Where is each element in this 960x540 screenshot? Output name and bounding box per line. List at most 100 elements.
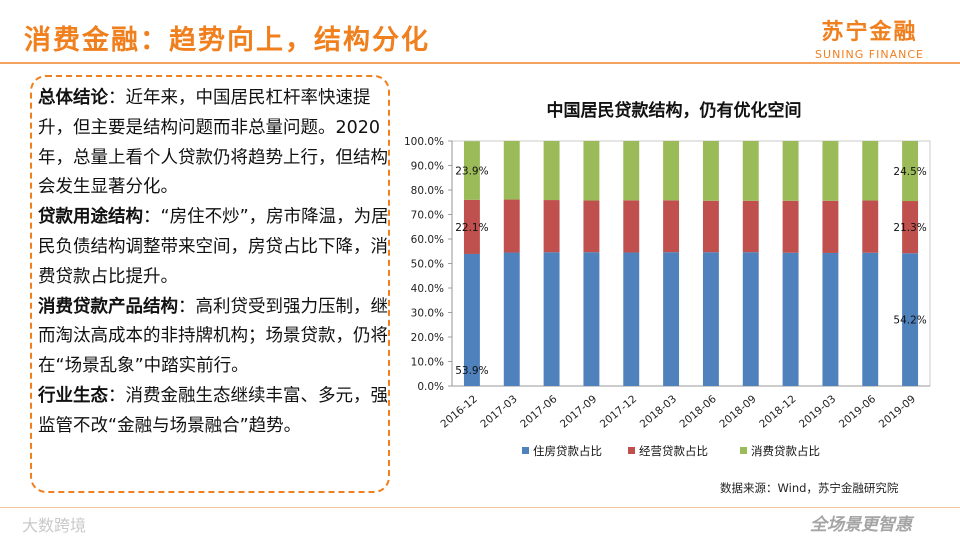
summary-separator: ： <box>143 207 161 228</box>
bar-segment <box>782 141 799 201</box>
summary-body: 近年来，中国居民杠杆率快速提升，但主要是结构问题而非总量问题。2020年，总量上… <box>38 88 388 198</box>
bar-segment <box>702 141 719 201</box>
brand-logo: 苏宁金融 SUNING FINANCE <box>815 14 924 61</box>
bar-segment <box>623 141 640 201</box>
bar-segment <box>623 200 640 253</box>
summary-body: 消费金融生态继续丰富、多元，强监管不改“金融与场景融合”趋势。 <box>38 385 388 436</box>
y-tick-label: 40.0% <box>411 283 444 295</box>
bar-segment <box>862 252 879 386</box>
footer-slogan: 全场景更智惠 <box>810 515 912 535</box>
bar-segment <box>543 252 560 386</box>
data-label: 24.5% <box>893 166 926 178</box>
data-label: 53.9% <box>455 365 488 377</box>
header-divider <box>0 62 960 64</box>
data-source-note: 数据来源：Wind，苏宁金融研究院 <box>720 481 899 495</box>
y-tick-label: 20.0% <box>411 332 444 344</box>
y-tick-label: 90.0% <box>411 161 444 173</box>
data-label: 54.2% <box>893 315 926 327</box>
bar-segment <box>663 252 680 386</box>
bar-segment <box>463 141 480 200</box>
legend-label: 经营贷款占比 <box>639 444 708 458</box>
summary-text: 总体结论：近年来，中国居民杠杆率快速提升，但主要是结构问题而非总量问题。2020… <box>38 84 390 442</box>
summary-body: 高利贷受到强力压制，继而淘汰高成本的非持牌机构；场景贷款，仍将在“场景乱象”中踏… <box>38 296 388 377</box>
x-tick-label: 2017-03 <box>478 393 519 430</box>
summary-separator: ： <box>108 385 126 406</box>
summary-key: 总体结论 <box>38 88 108 108</box>
bar-segment <box>583 252 600 386</box>
bar-segment <box>463 199 480 254</box>
bar-segment <box>742 200 759 253</box>
data-label: 21.3% <box>893 222 926 234</box>
bar-segment <box>702 252 719 386</box>
summary-separator: ： <box>178 296 196 317</box>
x-tick-label: 2018-12 <box>757 393 798 430</box>
data-label: 22.1% <box>455 222 488 234</box>
data-label: 23.9% <box>455 166 488 178</box>
bar-segment <box>663 141 680 201</box>
y-tick-label: 80.0% <box>411 185 444 197</box>
summary-frame <box>30 75 390 493</box>
chart-title: 中国居民贷款结构，仍有优化空间 <box>546 101 802 121</box>
bar-segment <box>902 201 919 254</box>
bar-segment <box>822 141 839 201</box>
bar-segment <box>503 199 520 253</box>
bar-segment <box>543 141 560 201</box>
footer-divider <box>0 507 960 508</box>
y-tick-label: 70.0% <box>411 210 444 222</box>
brand-name-cn: 苏宁金融 <box>821 20 918 45</box>
y-tick-label: 30.0% <box>411 308 444 320</box>
summary-paragraph: 行业生态：消费金融生态继续丰富、多元，强监管不改“金融与场景融合”趋势。 <box>38 382 390 442</box>
summary-separator: ： <box>108 88 126 108</box>
bar-segment <box>702 200 719 253</box>
x-tick-label: 2019-06 <box>837 393 879 431</box>
summary-body: “房住不炒”，房市降温，为居民负债结构调整带来空间，房贷占比下降，消费贷款占比提… <box>38 207 389 287</box>
x-tick-label: 2017-12 <box>598 393 639 430</box>
summary-paragraph: 总体结论：近年来，中国居民杠杆率快速提升，但主要是结构问题而非总量问题。2020… <box>38 84 390 203</box>
bar-segment <box>822 252 839 386</box>
bar-segment <box>583 141 600 201</box>
x-tick-label: 2018-09 <box>717 393 758 430</box>
bar-segment <box>902 253 919 386</box>
summary-paragraph: 消费贷款产品结构：高利贷受到强力压制，继而淘汰高成本的非持牌机构；场景贷款，仍将… <box>38 293 390 382</box>
x-tick-label: 2018-03 <box>638 393 679 430</box>
brand-name-en: SUNING FINANCE <box>815 48 924 61</box>
summary-paragraph: 贷款用途结构：“房住不炒”，房市降温，为居民负债结构调整带来空间，房贷占比下降，… <box>38 203 390 292</box>
bar-segment <box>742 252 759 386</box>
bar-segment <box>822 200 839 253</box>
bar-segment <box>663 200 680 253</box>
bar-segment <box>463 253 480 386</box>
summary-key: 贷款用途结构 <box>38 207 143 228</box>
legend-swatch <box>522 447 529 454</box>
plot-area-border <box>451 140 931 387</box>
summary-key: 行业生态 <box>38 385 108 406</box>
bar-segment <box>742 141 759 201</box>
y-tick-label: 100.0% <box>404 136 444 148</box>
x-tick-label: 2018-06 <box>678 393 720 431</box>
summary-key: 消费贷款产品结构 <box>38 296 178 317</box>
x-tick-label: 2017-06 <box>518 393 560 431</box>
bar-segment <box>782 200 799 253</box>
bar-segment <box>503 141 520 200</box>
bar-segment <box>862 141 879 201</box>
bar-segment <box>782 252 799 386</box>
y-tick-label: 10.0% <box>411 357 444 369</box>
bar-segment <box>623 252 640 386</box>
bar-segment <box>902 141 919 202</box>
x-tick-label: 2016-12 <box>439 393 480 430</box>
legend-swatch <box>740 447 747 454</box>
legend-label: 消费贷款占比 <box>751 444 820 458</box>
bar-segment <box>503 252 520 386</box>
x-tick-label: 2017-09 <box>558 393 599 430</box>
slide-title: 消费金融：趋势向上，结构分化 <box>24 25 430 56</box>
y-tick-label: 50.0% <box>411 259 444 271</box>
bar-segment <box>543 200 560 253</box>
footer-watermark: 大数跨境 <box>22 516 87 535</box>
y-tick-label: 60.0% <box>411 234 444 246</box>
x-tick-label: 2019-03 <box>797 393 838 430</box>
legend-swatch <box>628 447 635 454</box>
x-tick-label: 2019-09 <box>877 393 918 430</box>
legend-label: 住房贷款占比 <box>533 444 602 458</box>
bar-segment <box>583 200 600 253</box>
bar-segment <box>862 200 879 253</box>
